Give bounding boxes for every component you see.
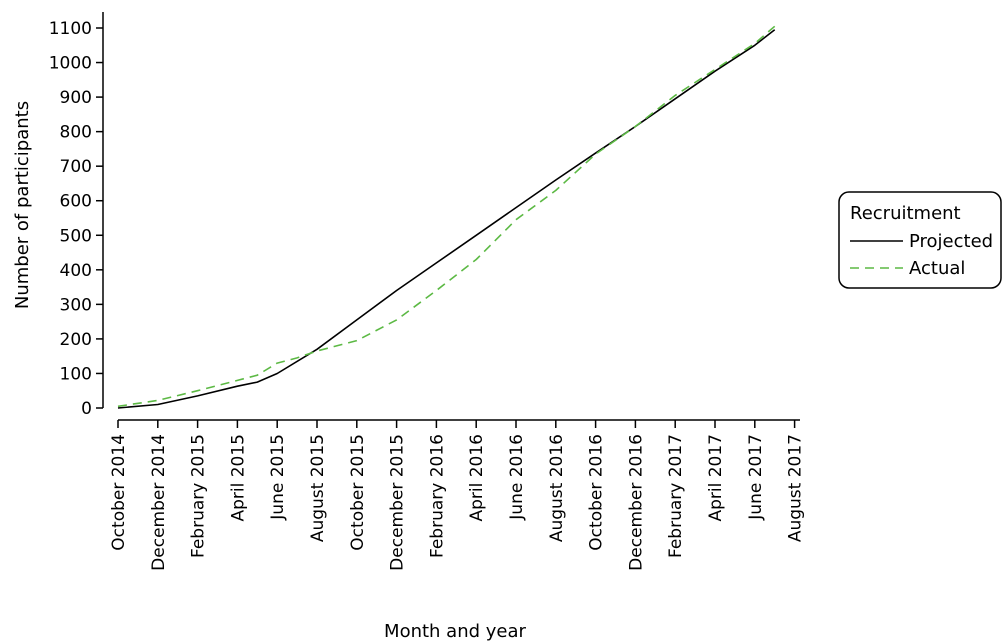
legend-label-actual: Actual [909, 258, 965, 279]
y-tick-label: 0 [81, 399, 92, 419]
x-tick-label: June 2016 [507, 434, 527, 521]
y-tick-label: 1100 [49, 19, 92, 39]
x-tick-label: February 2017 [666, 434, 686, 558]
x-tick-label: December 2016 [626, 434, 646, 571]
y-tick-label: 600 [60, 192, 92, 212]
x-tick-label: April 2015 [228, 434, 248, 522]
series-lines [117, 25, 776, 409]
y-axis-title: Number of participants [12, 101, 33, 309]
y-tick-label: 300 [60, 295, 92, 315]
x-axis-title: Month and year [384, 621, 526, 642]
y-tick-label: 800 [60, 123, 92, 143]
x-tick-label: February 2016 [427, 434, 447, 558]
y-tick-label: 700 [60, 157, 92, 177]
x-tick-label: August 2016 [547, 434, 567, 542]
x-tick-label: April 2016 [467, 434, 487, 522]
x-tick-label: February 2015 [189, 434, 209, 558]
legend-label-projected: Projected [909, 231, 993, 252]
y-tick-label: 1000 [49, 54, 92, 74]
y-tick-label: 900 [60, 88, 92, 108]
x-tick-label: August 2015 [308, 434, 328, 542]
x-tick-label: December 2015 [388, 434, 408, 571]
series-line-actual [117, 25, 776, 408]
x-tick-label: October 2014 [109, 434, 129, 551]
x-tick-label: October 2016 [587, 434, 607, 551]
y-tick-label: 500 [60, 226, 92, 246]
series-line-projected [117, 29, 776, 409]
x-tick-label: June 2017 [746, 434, 766, 521]
legend: Recruitment Projected Actual [838, 191, 1002, 289]
y-tick-label: 100 [60, 364, 92, 384]
x-tick-label: October 2015 [348, 434, 368, 551]
y-tick-label: 400 [60, 261, 92, 281]
legend-box [838, 191, 1002, 289]
y-tick-label: 200 [60, 330, 92, 350]
axes: 0 100 200 300 400 500 600 700 800 900 1000 1100 Octo… [49, 12, 806, 571]
x-tick-label: June 2015 [268, 434, 288, 521]
legend-title: Recruitment [850, 203, 961, 224]
x-tick-label: April 2017 [706, 434, 726, 522]
x-tick-label: December 2014 [149, 434, 169, 571]
x-tick-label: August 2017 [786, 434, 806, 542]
